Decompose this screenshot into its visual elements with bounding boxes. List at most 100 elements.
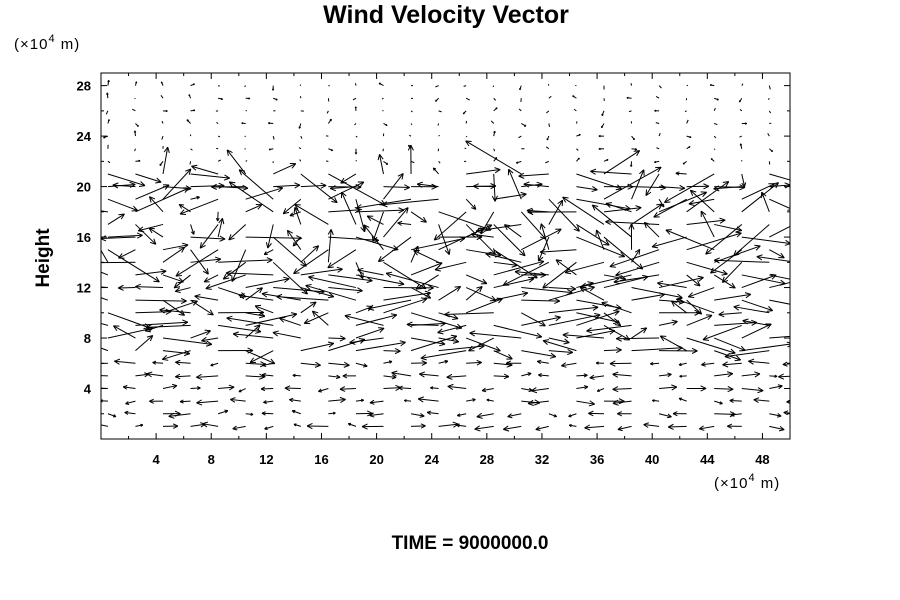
x-tick-label: 12 (259, 452, 273, 467)
wind-vector (456, 413, 467, 417)
wind-vector (272, 135, 275, 140)
wind-vector (474, 425, 494, 432)
wind-vector (658, 132, 661, 137)
wind-vector (466, 167, 501, 175)
wind-vector (796, 94, 797, 98)
wind-vector (464, 147, 467, 150)
wind-vector (768, 85, 771, 90)
wind-vector (300, 341, 335, 352)
wind-vector (651, 236, 687, 249)
wind-vector (349, 337, 384, 345)
wind-vector (536, 359, 549, 365)
wind-vector (493, 276, 535, 289)
wind-vector (654, 109, 660, 112)
wind-vector (741, 236, 790, 246)
wind-vector (245, 203, 263, 213)
wind-vector (232, 331, 274, 339)
wind-vector (658, 413, 672, 419)
wind-vector (493, 148, 496, 152)
wind-vector (797, 212, 840, 227)
wind-vector (629, 161, 633, 167)
wind-vector (797, 306, 820, 313)
wind-vector (152, 360, 164, 365)
wind-vector (299, 84, 302, 86)
wind-vector (493, 97, 497, 101)
wind-vector (134, 97, 136, 100)
wind-vector (300, 361, 321, 368)
wind-vector (134, 81, 138, 86)
wind-vector (300, 182, 327, 189)
wind-vector (438, 134, 440, 137)
wind-vector (493, 324, 543, 339)
wind-vector (190, 299, 214, 316)
wind-vector (245, 287, 263, 301)
wind-vector (371, 211, 384, 242)
wind-vector (249, 350, 274, 364)
wind-vector (216, 122, 219, 124)
wind-vector (605, 218, 660, 226)
wind-vector (714, 371, 734, 378)
wind-vector (245, 312, 298, 326)
x-tick-label: 24 (424, 452, 439, 467)
wind-vector (576, 299, 622, 311)
wind-vector (542, 261, 577, 289)
wind-vector (410, 312, 463, 330)
wind-vector (438, 359, 449, 364)
wind-vector (493, 191, 527, 200)
wind-vector (721, 261, 743, 283)
wind-vector (218, 384, 235, 391)
wind-vector (769, 425, 785, 432)
wind-vector (682, 160, 687, 165)
wind-vector (733, 224, 770, 257)
wind-vector (218, 347, 254, 354)
wind-vector (521, 228, 562, 251)
wind-vector (714, 184, 746, 191)
wind-vector (265, 224, 274, 249)
wind-vector (576, 173, 623, 191)
wind-vector (190, 148, 193, 151)
wind-vector (659, 372, 672, 378)
wind-vector (355, 199, 367, 233)
y-axis-label: Height (33, 228, 54, 288)
wind-vector (575, 121, 578, 124)
wind-vector (797, 228, 830, 237)
wind-vector (354, 148, 358, 155)
wind-vector (245, 97, 251, 100)
wind-vector (576, 198, 631, 212)
wind-vector (135, 297, 187, 305)
wind-vector (576, 385, 589, 390)
wind-vector (617, 411, 632, 417)
wind-vector (700, 210, 715, 238)
wind-vector (340, 191, 357, 225)
wind-vector (658, 319, 678, 326)
wind-vector (548, 312, 601, 326)
wind-vector (416, 181, 439, 188)
wind-vector (465, 337, 501, 352)
wind-vector (465, 97, 470, 101)
wind-vector (132, 108, 136, 112)
wind-vector (190, 386, 201, 391)
wind-vector (225, 270, 274, 277)
chart-title: Wind Velocity Vector (323, 1, 569, 29)
wind-vector (473, 183, 494, 190)
wind-vector (493, 373, 510, 380)
wind-vector (507, 168, 522, 200)
wind-vector (741, 183, 775, 200)
wind-vector (175, 249, 219, 277)
wind-vector (435, 85, 439, 88)
wind-vector (438, 421, 459, 428)
wind-vector (786, 399, 790, 404)
wind-vector (523, 181, 549, 188)
wind-vector (576, 186, 598, 193)
wind-vector (741, 299, 774, 312)
wind-vector (383, 348, 401, 355)
wind-vector (162, 146, 170, 175)
wind-vector (383, 360, 393, 364)
wind-vector (686, 299, 703, 315)
wind-vector (188, 94, 192, 99)
wind-vector (505, 360, 522, 367)
wind-vector (282, 198, 302, 215)
wind-vector (245, 412, 254, 416)
wind-vector (381, 97, 384, 100)
wind-vector (659, 298, 685, 305)
